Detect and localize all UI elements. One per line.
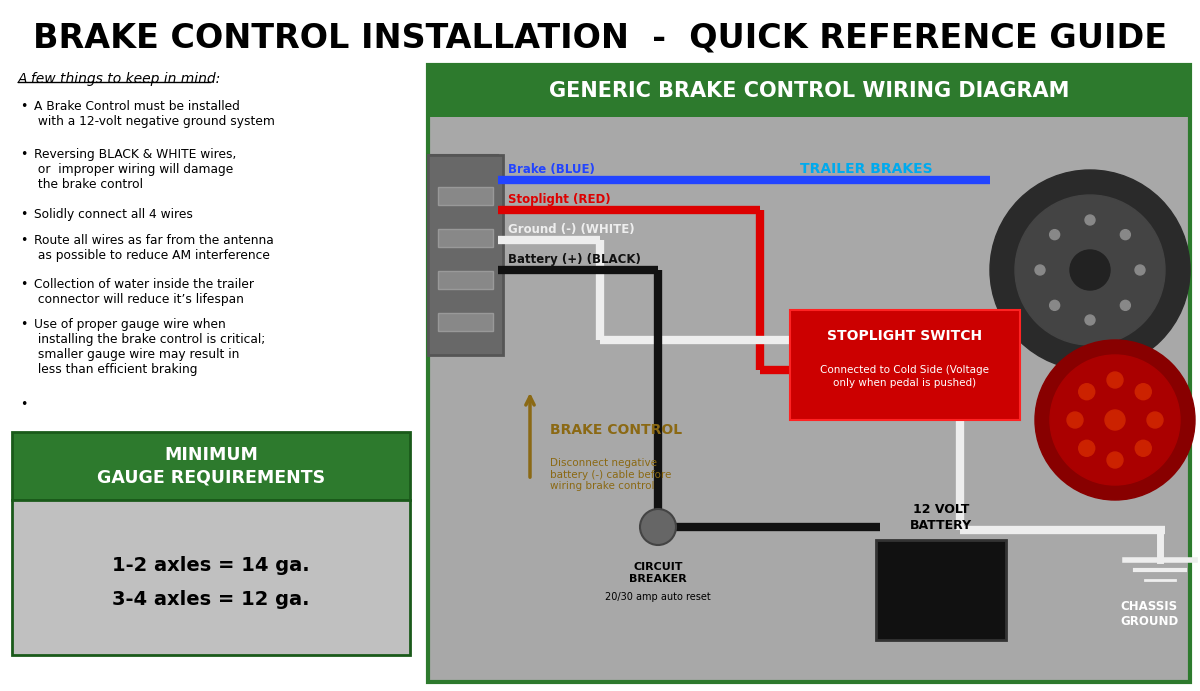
Circle shape bbox=[1079, 440, 1094, 456]
Bar bbox=[438, 271, 493, 289]
Text: •: • bbox=[20, 278, 28, 291]
Text: BRAKE CONTROL: BRAKE CONTROL bbox=[550, 423, 682, 437]
Text: Route all wires as far from the antenna
 as possible to reduce AM interference: Route all wires as far from the antenna … bbox=[34, 234, 274, 262]
Bar bbox=[428, 155, 503, 355]
Circle shape bbox=[1108, 452, 1123, 468]
Bar bbox=[438, 229, 493, 247]
Text: GENERIC BRAKE CONTROL WIRING DIAGRAM: GENERIC BRAKE CONTROL WIRING DIAGRAM bbox=[548, 81, 1069, 101]
Circle shape bbox=[1050, 355, 1180, 485]
Circle shape bbox=[1135, 384, 1151, 399]
Bar bbox=[428, 65, 1190, 117]
Text: Ground (-) (WHITE): Ground (-) (WHITE) bbox=[508, 223, 635, 236]
Text: •: • bbox=[20, 398, 28, 411]
Text: STOPLIGHT SWITCH: STOPLIGHT SWITCH bbox=[828, 329, 983, 343]
Text: 20/30 amp auto reset: 20/30 amp auto reset bbox=[605, 592, 710, 602]
Bar bbox=[428, 155, 498, 350]
Text: Brake (BLUE): Brake (BLUE) bbox=[508, 163, 595, 176]
Circle shape bbox=[1067, 412, 1084, 428]
Circle shape bbox=[1135, 440, 1151, 456]
Bar bbox=[428, 65, 1190, 682]
Text: BRAKE CONTROL INSTALLATION  -  QUICK REFERENCE GUIDE: BRAKE CONTROL INSTALLATION - QUICK REFER… bbox=[32, 21, 1168, 55]
Circle shape bbox=[1070, 250, 1110, 290]
Circle shape bbox=[1121, 229, 1130, 240]
Bar bbox=[438, 187, 493, 205]
Text: 12 VOLT
BATTERY: 12 VOLT BATTERY bbox=[910, 503, 972, 532]
Text: A few things to keep in mind:: A few things to keep in mind: bbox=[18, 72, 221, 86]
Circle shape bbox=[1034, 265, 1045, 275]
Circle shape bbox=[1085, 315, 1096, 325]
Circle shape bbox=[1015, 195, 1165, 345]
Circle shape bbox=[1050, 229, 1060, 240]
Text: Collection of water inside the trailer
 connector will reduce it’s lifespan: Collection of water inside the trailer c… bbox=[34, 278, 254, 306]
Bar bbox=[12, 432, 410, 500]
Circle shape bbox=[640, 509, 676, 545]
Bar bbox=[438, 313, 493, 331]
Text: Stoplight (RED): Stoplight (RED) bbox=[508, 193, 611, 206]
Bar bbox=[12, 500, 410, 655]
Bar bbox=[790, 310, 1020, 420]
Text: •: • bbox=[20, 100, 28, 113]
Circle shape bbox=[1085, 215, 1096, 225]
Circle shape bbox=[990, 170, 1190, 370]
Text: Battery (+) (BLACK): Battery (+) (BLACK) bbox=[508, 253, 641, 266]
Text: •: • bbox=[20, 148, 28, 161]
Circle shape bbox=[1108, 372, 1123, 388]
Circle shape bbox=[1121, 301, 1130, 310]
Text: A Brake Control must be installed
 with a 12-volt negative ground system: A Brake Control must be installed with a… bbox=[34, 100, 275, 128]
Text: •: • bbox=[20, 234, 28, 247]
Text: •: • bbox=[20, 318, 28, 331]
Text: MINIMUM
GAUGE REQUIREMENTS: MINIMUM GAUGE REQUIREMENTS bbox=[97, 446, 325, 486]
Circle shape bbox=[1135, 265, 1145, 275]
Circle shape bbox=[1079, 384, 1094, 399]
Text: 1-2 axles = 14 ga.
3-4 axles = 12 ga.: 1-2 axles = 14 ga. 3-4 axles = 12 ga. bbox=[112, 556, 310, 609]
Text: CIRCUIT
BREAKER: CIRCUIT BREAKER bbox=[629, 562, 686, 584]
Text: CHASSIS
GROUND: CHASSIS GROUND bbox=[1120, 600, 1178, 628]
Circle shape bbox=[1147, 412, 1163, 428]
Circle shape bbox=[1034, 340, 1195, 500]
Text: •: • bbox=[20, 208, 28, 221]
Text: Reversing BLACK & WHITE wires,
 or  improper wiring will damage
 the brake contr: Reversing BLACK & WHITE wires, or improp… bbox=[34, 148, 236, 191]
Text: TRAILER BRAKES: TRAILER BRAKES bbox=[800, 162, 932, 176]
Bar bbox=[876, 540, 1006, 640]
Text: Disconnect negative
battery (-) cable before
wiring brake control: Disconnect negative battery (-) cable be… bbox=[550, 458, 671, 491]
Circle shape bbox=[1050, 301, 1060, 310]
Text: Solidly connect all 4 wires: Solidly connect all 4 wires bbox=[34, 208, 193, 221]
Circle shape bbox=[1105, 410, 1126, 430]
Text: Connected to Cold Side (Voltage
only when pedal is pushed): Connected to Cold Side (Voltage only whe… bbox=[821, 365, 990, 388]
Text: Use of proper gauge wire when
 installing the brake control is critical;
 smalle: Use of proper gauge wire when installing… bbox=[34, 318, 265, 376]
